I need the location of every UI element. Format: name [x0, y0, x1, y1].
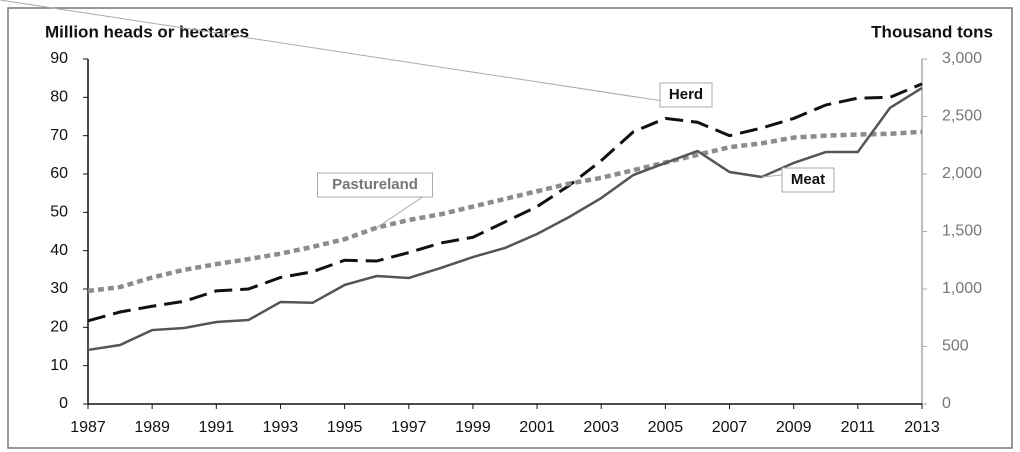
x-tick-label: 2013 — [904, 419, 940, 436]
annotation-leader — [376, 196, 423, 229]
series-line — [87, 82, 923, 323]
x-tick-label: 2011 — [841, 419, 876, 436]
annotation-box — [781, 167, 835, 193]
y-tick-label: 40 — [50, 242, 68, 259]
y-tick-label: 70 — [50, 127, 68, 144]
y2-axis-title: Thousand tons — [871, 22, 993, 41]
y2-tick-label: 2,500 — [942, 108, 982, 125]
y-axis-title: Million heads or hectares — [45, 22, 249, 41]
x-tick-label: 2007 — [712, 419, 748, 436]
annotation-box — [317, 172, 433, 198]
y-tick-label: 0 — [59, 395, 68, 412]
y2-tick-label: 3,000 — [942, 50, 982, 67]
x-tick-label: 1987 — [70, 419, 106, 436]
x-tick-label: 1993 — [263, 419, 299, 436]
x-tick-label: 2003 — [583, 419, 619, 436]
x-tick-label: 2001 — [519, 419, 555, 436]
y-tick-label: 30 — [50, 280, 68, 297]
series-label: Pastureland — [332, 176, 418, 193]
series-line — [87, 86, 923, 352]
x-tick-label: 2009 — [776, 419, 812, 436]
annotation-leader — [761, 174, 783, 178]
x-tick-label: 1991 — [199, 419, 235, 436]
x-tick-label: 1989 — [134, 419, 170, 436]
series-label: Herd — [669, 86, 703, 103]
y-tick-label: 60 — [50, 165, 68, 182]
y2-tick-label: 1,500 — [942, 223, 982, 240]
y-tick-label: 80 — [50, 89, 68, 106]
annotation-box — [659, 82, 713, 108]
y2-tick-label: 500 — [942, 338, 969, 355]
y2-tick-label: 2,000 — [942, 165, 982, 182]
series-line — [87, 129, 923, 294]
y-tick-label: 90 — [50, 50, 68, 67]
y-tick-label: 50 — [50, 204, 68, 221]
x-tick-label: 2005 — [648, 419, 684, 436]
y-tick-label: 20 — [50, 319, 68, 336]
y-tick-label: 10 — [50, 357, 68, 374]
x-tick-label: 1997 — [391, 419, 427, 436]
y2-tick-label: 0 — [942, 395, 951, 412]
x-tick-label: 1999 — [455, 419, 491, 436]
chart-border — [7, 7, 1013, 449]
y2-tick-label: 1,000 — [942, 280, 982, 297]
series-label: Meat — [791, 171, 825, 188]
annotation-leader — [0, 0, 703, 108]
x-tick-label: 1995 — [327, 419, 363, 436]
